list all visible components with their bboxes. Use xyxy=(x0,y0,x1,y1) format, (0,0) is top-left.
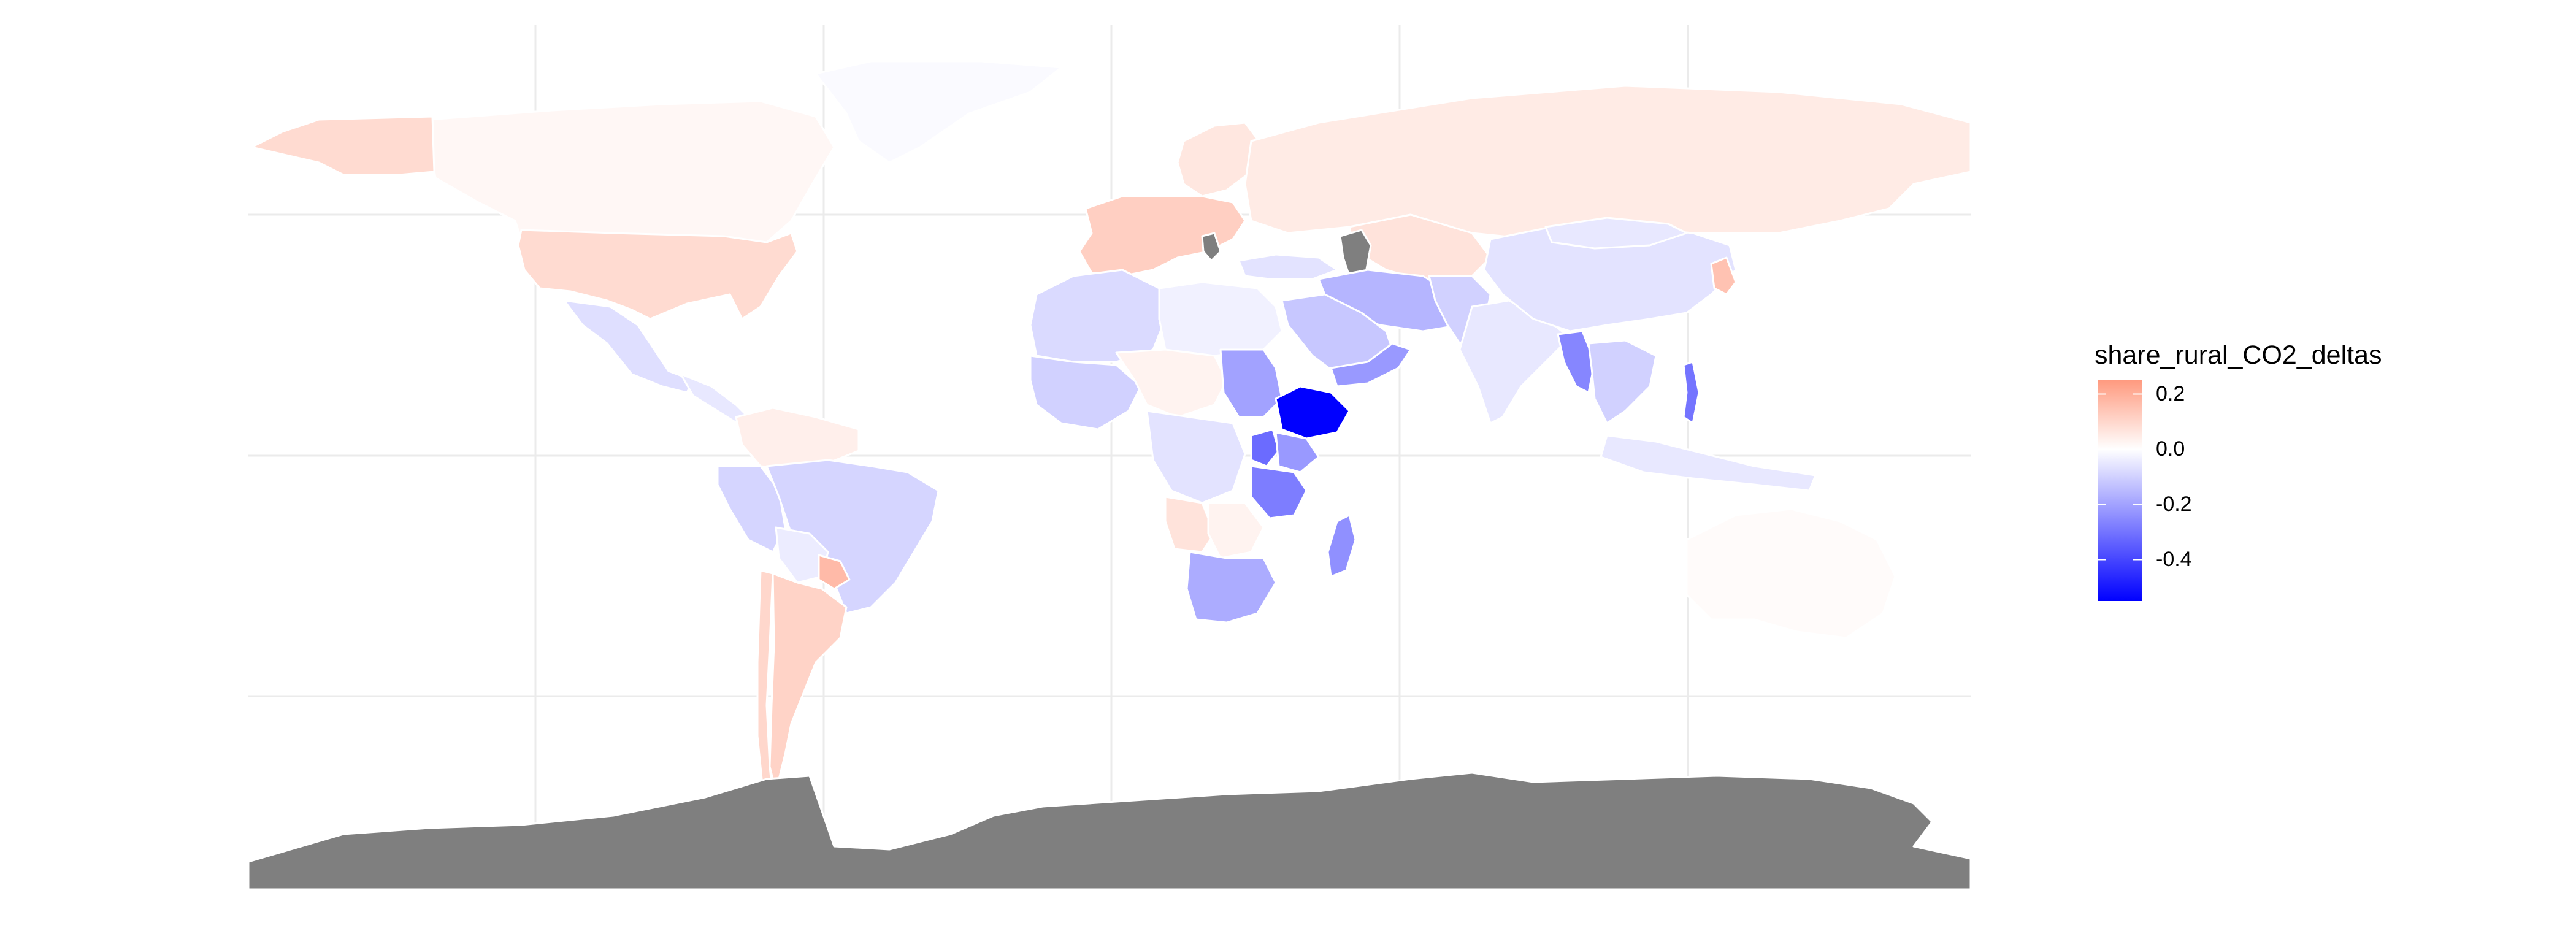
region-canada xyxy=(428,100,835,247)
region-philippines xyxy=(1682,361,1700,424)
legend-tick-label: -0.4 xyxy=(2156,547,2192,571)
legend-title: share_rural_CO2_deltas xyxy=(2095,340,2382,370)
region-peru-ecuador xyxy=(716,465,786,553)
region-greenland xyxy=(815,60,1062,164)
region-kenya xyxy=(1275,431,1320,473)
country-shapes xyxy=(247,60,1972,891)
legend-colorbar xyxy=(2098,380,2142,601)
region-west-africa xyxy=(1029,355,1142,431)
region-colombia-venezuela xyxy=(735,407,860,470)
legend-gradient xyxy=(2098,380,2142,601)
region-korea-japan xyxy=(1710,256,1737,296)
region-scandinavia xyxy=(1176,121,1265,197)
region-antarctica xyxy=(247,772,1972,891)
region-south-africa xyxy=(1186,551,1277,624)
legend-tick-label: 0.2 xyxy=(2156,381,2185,405)
region-indonesia xyxy=(1600,434,1817,492)
region-dr-congo xyxy=(1146,410,1246,504)
region-turkey xyxy=(1238,253,1338,280)
legend-tick-label: 0.0 xyxy=(2156,437,2185,461)
color-legend: share_rural_CO2_deltas 0.2 0.0 -0.2 -0.4 xyxy=(2095,340,2413,623)
region-balkans xyxy=(1201,232,1222,262)
region-sudan xyxy=(1219,348,1283,418)
region-alaska xyxy=(250,115,435,176)
region-mongolia xyxy=(1544,217,1688,250)
region-mexico xyxy=(563,299,694,394)
region-ethiopia xyxy=(1275,385,1351,440)
region-paraguay xyxy=(818,554,851,590)
region-zambia-zimbabwe xyxy=(1207,502,1265,559)
region-myanmar xyxy=(1557,330,1596,394)
region-madagascar xyxy=(1327,514,1357,578)
legend-tick-marks xyxy=(2098,393,2142,561)
region-argentina xyxy=(769,572,848,792)
region-europe-west xyxy=(1078,195,1246,277)
region-north-africa-east xyxy=(1158,281,1283,357)
region-yemen-oman xyxy=(1330,342,1412,388)
region-russia xyxy=(1244,85,1972,240)
region-australia xyxy=(1685,508,1896,639)
region-tanzania xyxy=(1250,465,1308,519)
region-sahel xyxy=(1115,348,1228,418)
region-north-africa-west xyxy=(1029,269,1167,363)
region-uganda-rwanda xyxy=(1250,428,1280,467)
region-southeast-asia xyxy=(1587,339,1657,424)
region-united-states xyxy=(517,229,799,320)
legend-tick-label: -0.2 xyxy=(2156,492,2192,516)
region-angola xyxy=(1164,496,1216,553)
